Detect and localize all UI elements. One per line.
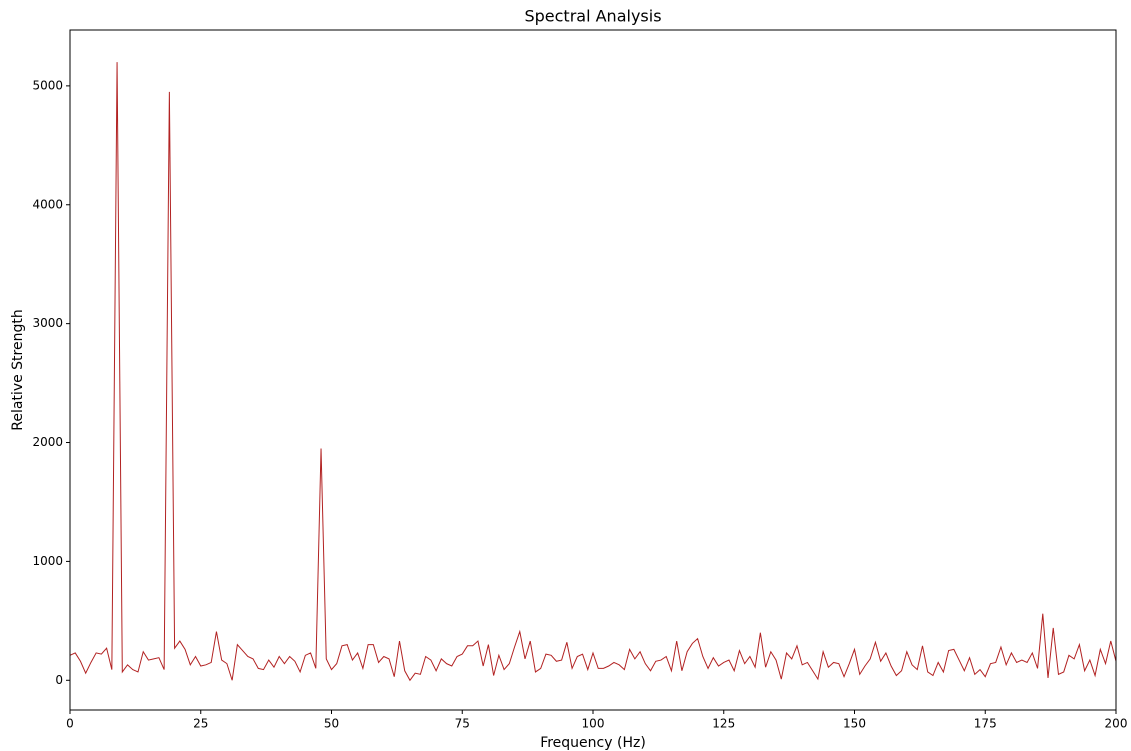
y-tick-label: 2000 bbox=[32, 435, 63, 449]
x-axis-label: Frequency (Hz) bbox=[540, 735, 646, 751]
y-tick-label: 4000 bbox=[32, 197, 63, 211]
x-tick-label: 125 bbox=[712, 717, 735, 731]
y-tick-label: 5000 bbox=[32, 78, 63, 92]
plot-frame bbox=[69, 29, 1117, 711]
x-tick-label: 0 bbox=[66, 717, 74, 731]
y-tick-label: 3000 bbox=[32, 316, 63, 330]
y-tick-label: 1000 bbox=[32, 554, 63, 568]
x-tick-label: 100 bbox=[582, 717, 605, 731]
x-tick-label: 50 bbox=[324, 717, 339, 731]
x-tick-label: 175 bbox=[974, 717, 997, 731]
x-tick-label: 200 bbox=[1105, 717, 1128, 731]
chart-title: Spectral Analysis bbox=[524, 7, 661, 26]
x-tick-label: 75 bbox=[455, 717, 470, 731]
y-tick-label: 0 bbox=[55, 673, 63, 687]
data-line bbox=[69, 62, 1117, 682]
y-axis-label: Relative Strength bbox=[10, 309, 26, 430]
x-tick-label: 150 bbox=[843, 717, 866, 731]
x-tick-label: 25 bbox=[193, 717, 208, 731]
